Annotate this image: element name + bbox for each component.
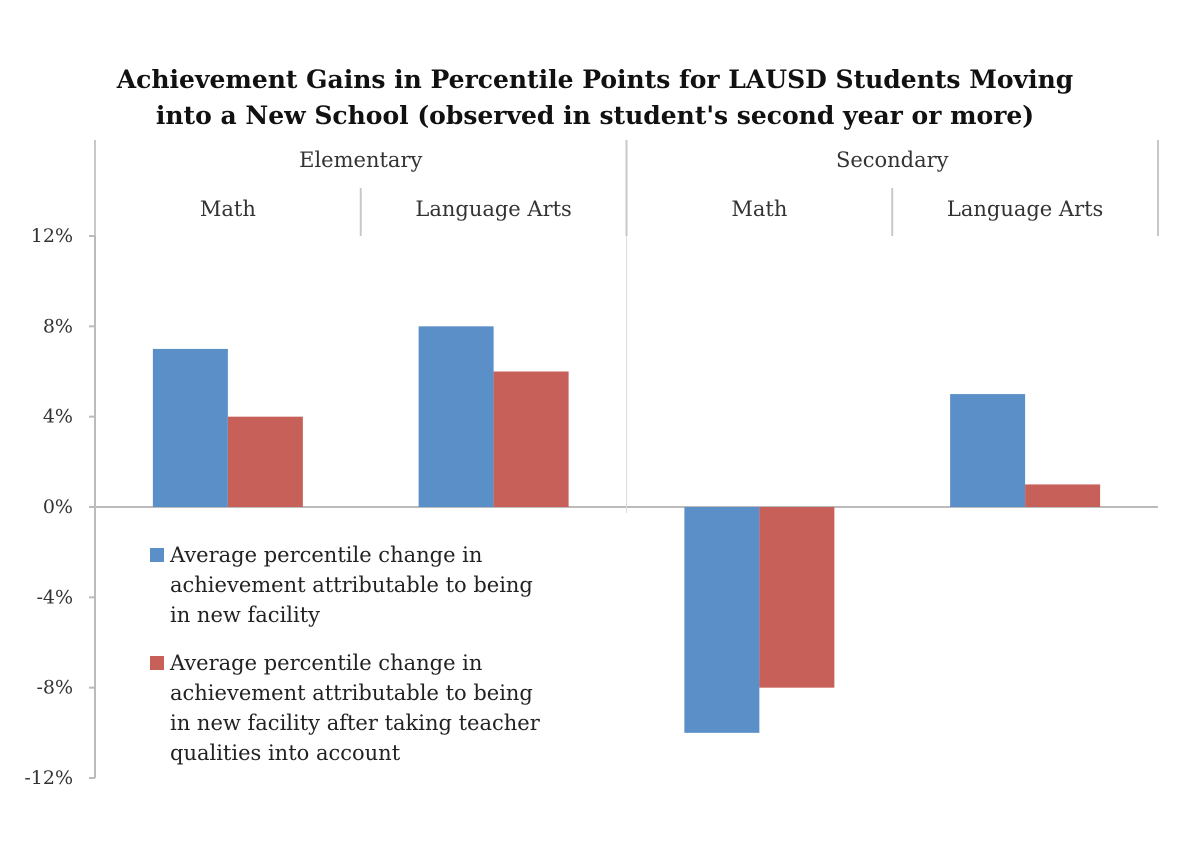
bar-series-1: [684, 507, 760, 733]
legend-item-series-1: Average percentile change in achievement…: [150, 540, 570, 630]
category-label: Math: [200, 197, 256, 221]
y-tick-label: -4%: [36, 586, 73, 608]
legend-text: Average percentile change in: [170, 543, 483, 567]
legend-text: in new facility: [170, 603, 321, 627]
y-tick-label: -12%: [24, 767, 73, 789]
group-label: Elementary: [299, 148, 422, 172]
legend-text: qualities into account: [170, 741, 401, 765]
legend-item-series-2: Average percentile change in achievement…: [150, 648, 570, 768]
group-label: Secondary: [836, 148, 949, 172]
y-tick-label: 12%: [31, 225, 73, 247]
legend: Average percentile change in achievement…: [150, 540, 570, 768]
legend-swatch-blue: [150, 548, 164, 562]
y-tick-label: 0%: [43, 496, 73, 518]
legend-text: in new facility after taking teacher: [170, 711, 540, 735]
bar-series-1: [418, 326, 494, 507]
bar-series-1: [152, 348, 228, 507]
bar-series-2: [1025, 484, 1101, 507]
category-label: Language Arts: [947, 197, 1103, 221]
bar-series-1: [950, 394, 1026, 507]
chart-title: Achievement Gains in Percentile Points f…: [0, 62, 1190, 134]
chart-title-line-2: into a New School (observed in student's…: [155, 101, 1035, 130]
legend-swatch-red: [150, 656, 164, 670]
y-tick-label: -8%: [36, 677, 73, 699]
category-label: Math: [731, 197, 787, 221]
bar-series-2: [759, 507, 835, 688]
bar-series-2: [493, 371, 569, 507]
legend-text: Average percentile change in: [170, 651, 483, 675]
bar-series-2: [227, 416, 303, 507]
legend-text: achievement attributable to being: [170, 573, 533, 597]
category-label: Language Arts: [415, 197, 571, 221]
chart-title-line-1: Achievement Gains in Percentile Points f…: [116, 65, 1074, 94]
y-tick-label: 4%: [43, 406, 73, 428]
y-tick-label: 8%: [43, 315, 73, 337]
legend-text: achievement attributable to being: [170, 681, 533, 705]
